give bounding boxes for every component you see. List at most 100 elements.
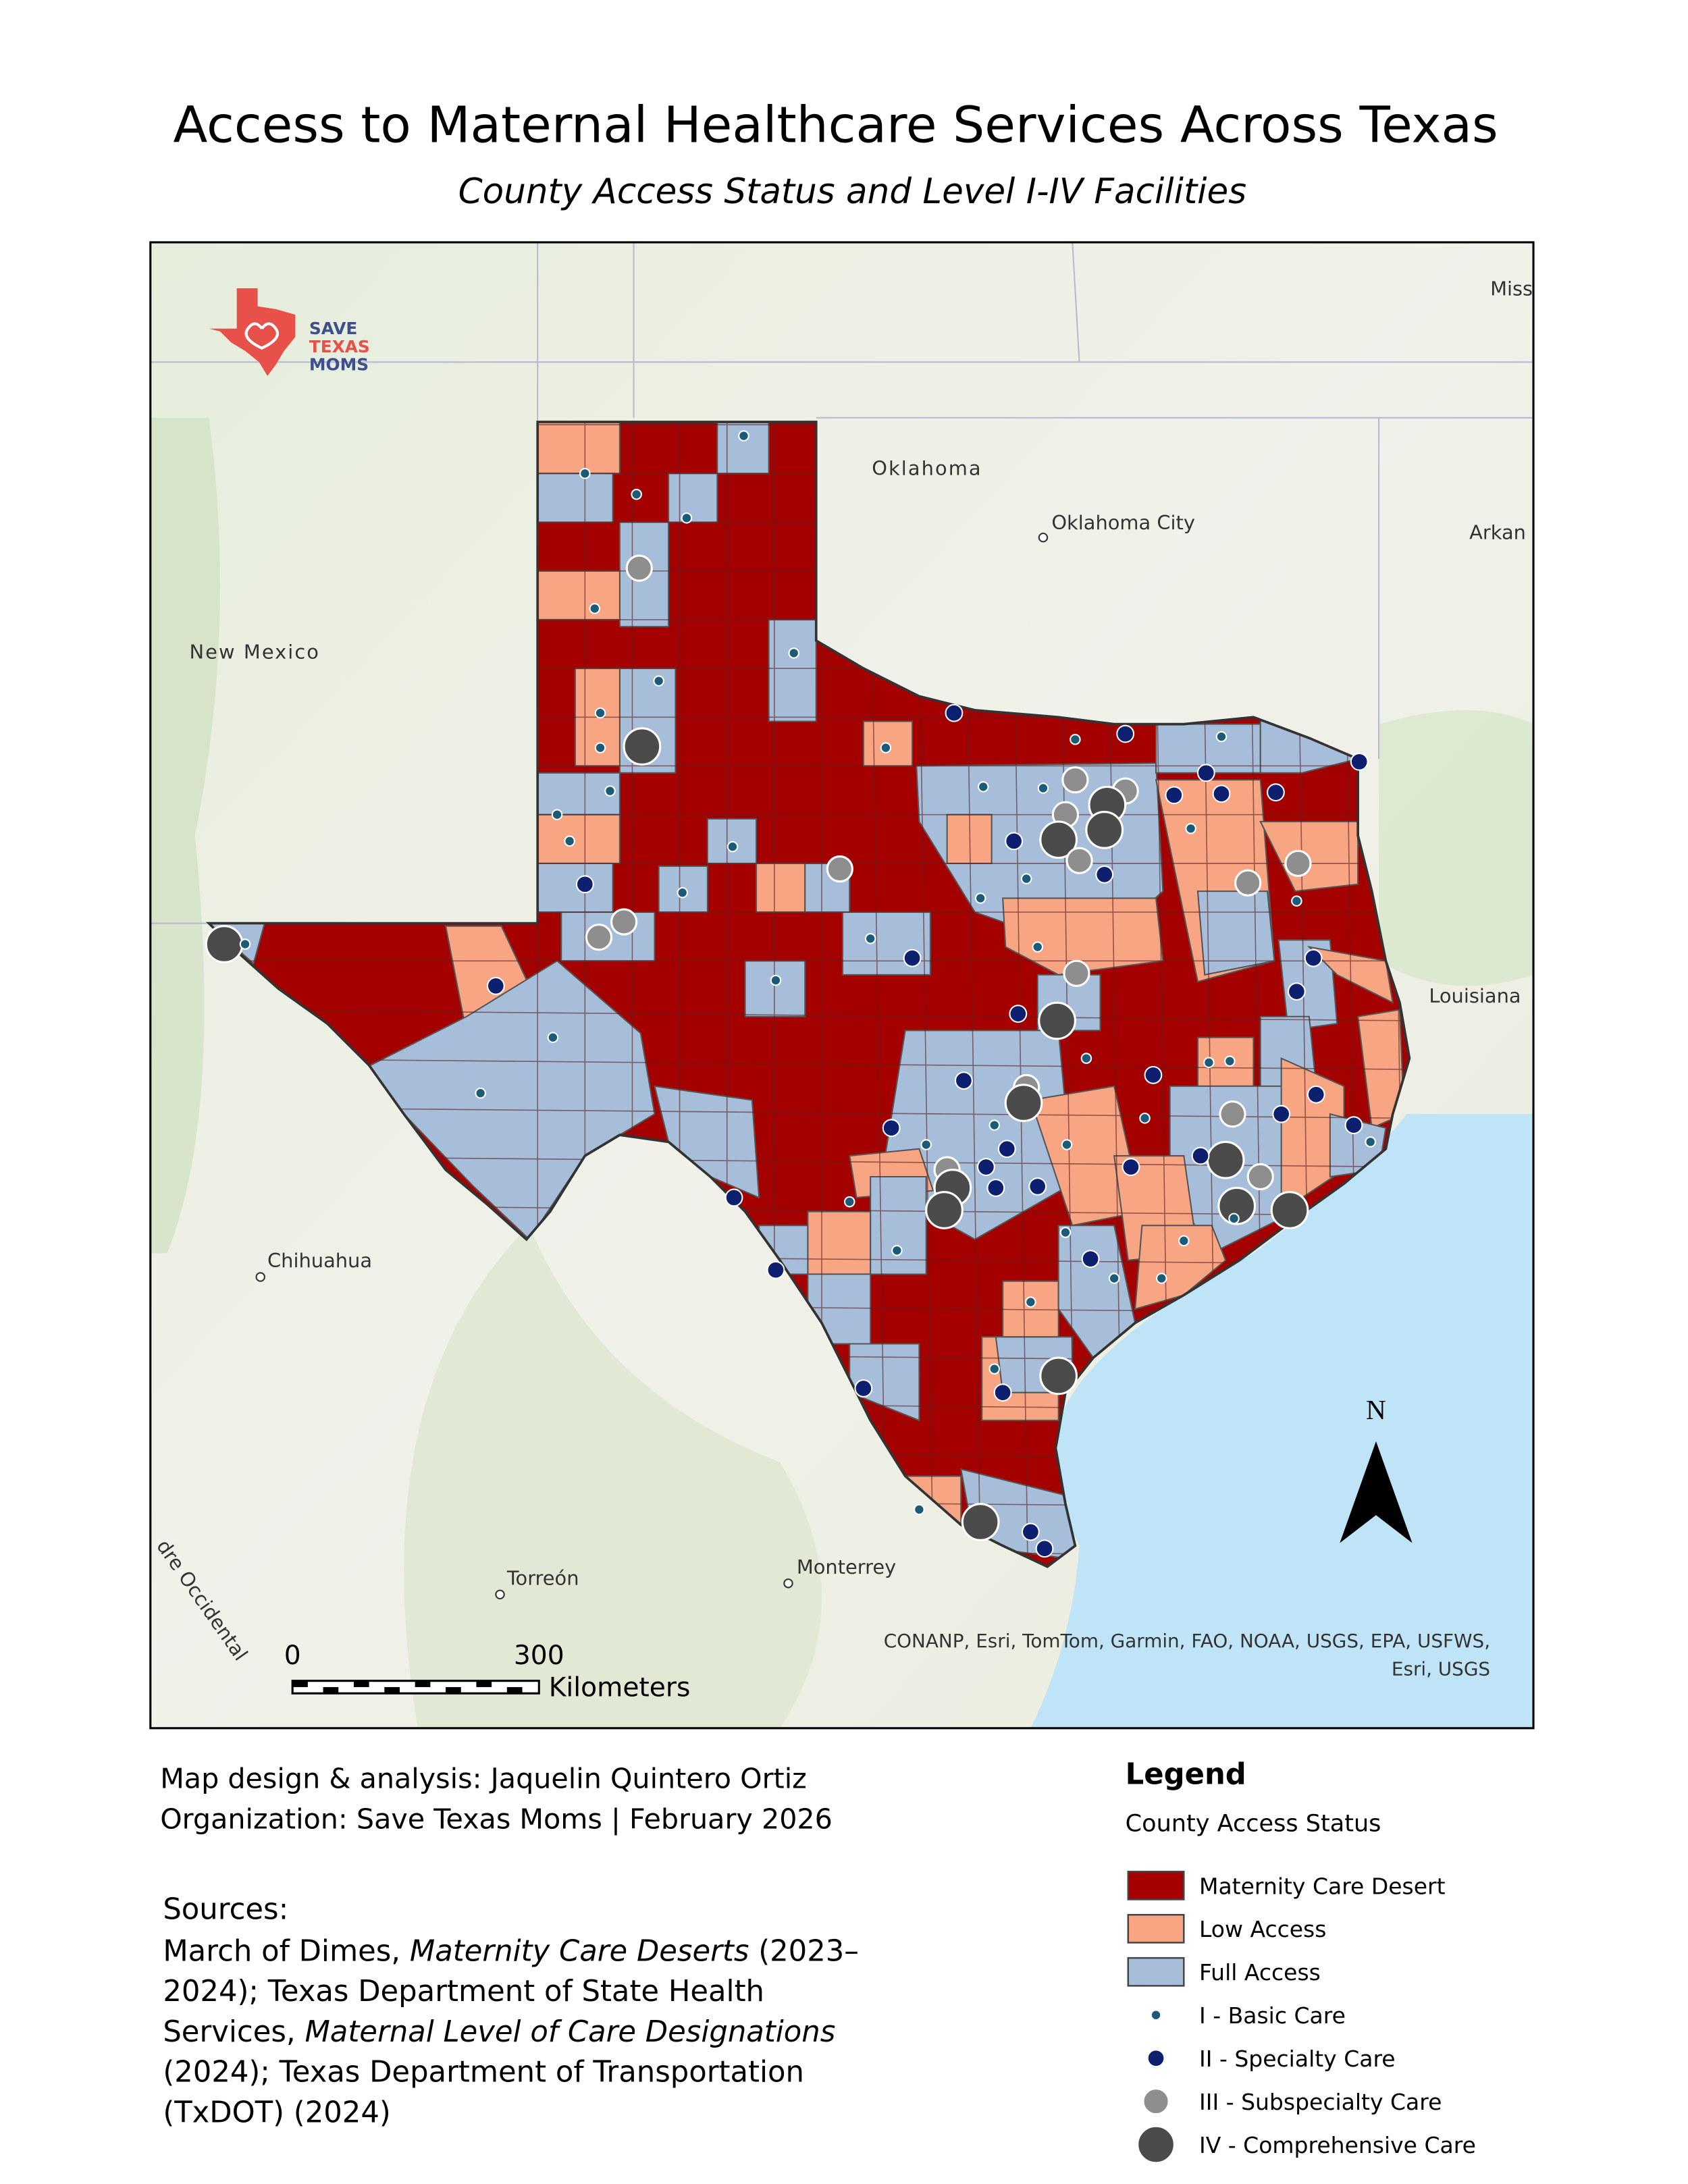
scale-segment [476,1680,492,1687]
facility [1035,1539,1054,1558]
facility [1020,873,1032,884]
terrain [150,417,220,1254]
facility [961,1503,1000,1541]
legend-title: Legend [1126,1757,1246,1791]
county-region [706,818,758,864]
facility [1085,811,1124,849]
facility [770,974,782,986]
facility [1203,1057,1215,1069]
facility [1039,1356,1078,1395]
county-region [768,618,817,722]
city [255,1272,265,1282]
borders [150,242,1534,924]
scale-unit: Kilometers [549,1672,691,1703]
map-label: Arkan [1469,521,1526,543]
county-region [1134,1225,1227,1310]
facility [594,742,606,753]
map-frame [149,241,1535,1730]
facility [1080,1053,1092,1064]
facility [575,875,594,894]
scale-segment [506,1686,523,1694]
facility [1291,895,1302,907]
facility [1267,783,1285,802]
scale-segment [292,1680,308,1687]
facility [623,727,662,766]
facility [1025,1296,1036,1308]
facility [1287,982,1306,1001]
legend-label: IV - Comprehensive Care [1199,2132,1476,2158]
facility [1108,1273,1120,1284]
facility [880,742,892,753]
facility [1344,1116,1363,1135]
legend-swatch [1127,1913,1185,1944]
facility [1081,1250,1100,1269]
county-region [870,1175,927,1275]
facility [766,1260,785,1279]
facility [925,1191,964,1229]
facility [1065,847,1093,874]
scale-tick-label: 0 [284,1641,301,1671]
facility [1206,1140,1245,1179]
sources: March of Dimes, Maternity Care Deserts (… [163,1934,859,2129]
facility [1116,724,1135,743]
scale-bar: 0 300 Kilometers [284,1641,691,1703]
source-line: 2024); Texas Department of State Health [163,1975,764,2008]
facility [993,1383,1012,1402]
county-region [1277,939,1338,1032]
facility [1144,1065,1163,1084]
facility [1191,1146,1210,1165]
facility [1185,823,1196,834]
north-arrow [1340,1441,1413,1543]
facility [1004,1084,1043,1123]
facility [788,647,799,659]
facility [976,1158,995,1176]
facility [205,925,244,963]
facility [1038,1001,1076,1040]
facility [882,1119,901,1138]
source-title: Maternity Care Deserts [410,1934,749,1968]
facility [1039,820,1078,859]
attribution: Esri, USGS [1392,1657,1490,1680]
city [783,1578,793,1589]
facility [1196,764,1215,782]
facility [988,1119,1001,1131]
city [495,1589,505,1600]
facility [1122,1158,1140,1176]
source-title: Maternal Level of Care Designations [305,2015,835,2049]
legend: Maternity Care Desert Low Access Full Acce… [1127,1871,1476,2164]
logo-text: SAVE [309,319,357,338]
facility [727,841,739,853]
legend-swatch [1127,1956,1185,1987]
facility [1224,1055,1236,1067]
facility [631,489,642,500]
legend-subtitle: County Access Status [1126,1809,1381,1837]
scale-segment [446,1686,461,1694]
county-region [537,570,621,620]
source-line: (TxDOT) (2024) [163,2096,390,2130]
map: Miss Oklahoma Oklahoma City Arkan New Me… [150,242,1534,1728]
logo: SAVE TEXAS MOMS [209,288,370,376]
scale-segment [415,1680,431,1687]
source-text: 2024); Texas Department of State Health [163,1975,764,2008]
facility [986,1179,1005,1197]
county-region [1002,1280,1059,1338]
facility [974,893,986,904]
facility [826,855,853,883]
facilities [205,430,1376,1558]
logo-text: MOMS [309,355,369,375]
facility [1021,1522,1040,1541]
facility [610,908,638,936]
facility [1217,1186,1257,1225]
source-text: (2024); Texas Department of Transportati… [163,2056,804,2089]
county-region [537,473,614,523]
legend-label: II - Specialty Care [1199,2046,1396,2072]
facility [1032,941,1043,953]
facility [1228,1213,1240,1225]
facility [1165,786,1184,805]
facility [1272,1104,1291,1123]
legend-label: III - Subspecialty Care [1199,2089,1442,2115]
county-region [537,862,614,913]
facility [564,835,575,847]
facility [681,512,693,524]
map-label: Oklahoma City [1051,511,1195,534]
